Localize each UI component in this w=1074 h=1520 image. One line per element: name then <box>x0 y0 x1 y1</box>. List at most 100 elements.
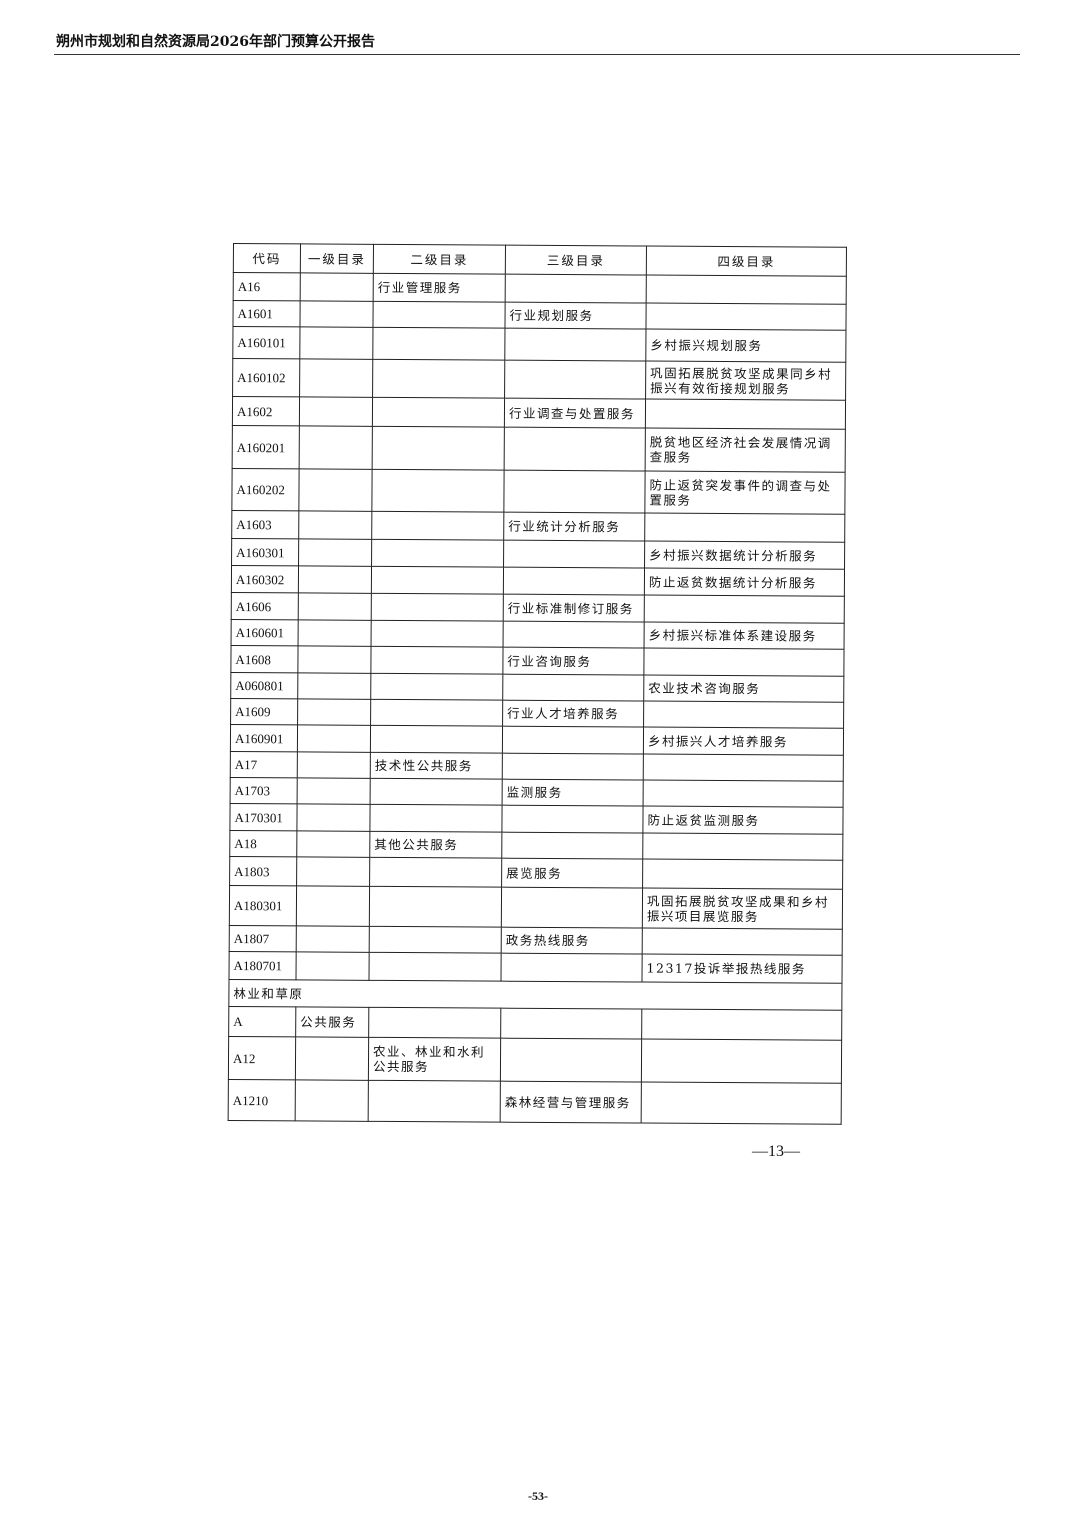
level3-cell: 政务热线服务 <box>501 927 643 955</box>
code-cell: A1210 <box>228 1079 296 1121</box>
level4-cell: 巩固拓展脱贫攻坚成果和乡村振兴项目展览服务 <box>642 888 843 930</box>
table-row: A1608 行业咨询服务 <box>230 645 845 677</box>
table-header-row: 代码 一级目录 二级目录 三级目录 四级目录 <box>233 243 847 277</box>
level1-cell <box>297 672 371 700</box>
table-row: A160102 巩固拓展脱贫攻坚成果同乡村振兴有效衔接规划服务 <box>232 358 846 401</box>
level1-cell <box>297 645 372 674</box>
level1-cell <box>298 538 372 567</box>
table-row: A1602 行业调查与处置服务 <box>232 396 846 430</box>
table-row: A1603 行业统计分析服务 <box>231 510 845 543</box>
code-cell: A160102 <box>232 358 300 397</box>
level2-cell <box>370 673 503 701</box>
level2-cell <box>368 952 502 982</box>
table-row: A170301 防止返贫监测服务 <box>229 803 844 835</box>
catalog-table: 代码 一级目录 二级目录 三级目录 四级目录 A16 行业管理服务 A1601 行业规… <box>228 243 847 1125</box>
level4-cell: 防止返贫突发事件的调查与处置服务 <box>644 471 846 515</box>
level4-cell <box>645 399 846 430</box>
level3-cell <box>504 328 646 362</box>
table-row: A160301 乡村振兴数据统计分析服务 <box>231 538 845 570</box>
level4-cell: 12317投诉举报热线服务 <box>641 954 843 984</box>
level3-cell <box>501 887 643 929</box>
level4-cell <box>643 648 845 677</box>
level1-cell <box>299 425 373 470</box>
level3-cell: 行业调查与处置服务 <box>504 398 646 429</box>
level1-cell: 公共服务 <box>295 1006 369 1038</box>
level2-cell <box>368 1007 501 1039</box>
level3-cell <box>501 832 643 860</box>
level4-cell <box>644 595 845 624</box>
level2-cell <box>371 511 504 541</box>
column-header-level1: 一级目录 <box>300 243 374 274</box>
table-row: A18 其他公共服务 <box>229 830 843 861</box>
level1-cell <box>300 272 374 302</box>
table-row: A 公共服务 <box>228 1006 842 1041</box>
level4-cell <box>642 833 843 861</box>
level3-cell: 森林经营与管理服务 <box>500 1081 642 1124</box>
level3-cell: 行业统计分析服务 <box>503 512 645 542</box>
code-cell: A160301 <box>231 538 299 566</box>
page-number: —13— <box>752 1143 800 1160</box>
code-cell: A060801 <box>230 672 298 699</box>
level3-cell <box>502 674 644 702</box>
code-cell: A160201 <box>232 425 300 469</box>
table-row: A1803 展览服务 <box>229 856 843 890</box>
level1-cell <box>298 565 372 594</box>
level3-cell <box>500 1038 642 1083</box>
folio-number: -53- <box>528 1489 548 1503</box>
level2-cell: 其他公共服务 <box>369 831 502 859</box>
level1-cell <box>297 777 371 805</box>
level4-cell <box>644 513 845 543</box>
table-row: A1210 森林经营与管理服务 <box>228 1079 842 1125</box>
code-cell: A1703 <box>230 777 298 804</box>
level2-cell <box>372 426 505 471</box>
code-cell: A160202 <box>231 468 300 511</box>
column-header-level4: 四级目录 <box>646 246 847 277</box>
table-row: A1703 监测服务 <box>230 777 844 808</box>
level2-cell <box>372 397 505 428</box>
column-header-level2: 二级目录 <box>373 244 506 275</box>
level1-cell <box>299 326 373 360</box>
level3-cell: 监测服务 <box>502 779 644 807</box>
code-cell: A1601 <box>232 300 301 327</box>
level2-cell <box>371 620 504 648</box>
level1-cell <box>297 751 371 779</box>
level2-cell <box>369 926 502 954</box>
code-cell: A180701 <box>229 951 297 980</box>
level1-cell <box>298 592 372 621</box>
level2-cell <box>372 327 505 361</box>
level4-cell <box>643 754 844 782</box>
level1-cell <box>296 885 370 927</box>
level3-cell <box>502 753 644 781</box>
code-cell: A160601 <box>231 619 299 646</box>
level2-cell <box>371 469 505 513</box>
table-row: A160901 乡村振兴人才培养服务 <box>230 724 844 756</box>
level1-cell <box>299 358 373 398</box>
level1-cell <box>299 300 374 328</box>
section-label: 林业和草原 <box>228 979 842 1011</box>
level3-cell <box>500 1008 642 1040</box>
code-cell: A180301 <box>229 885 297 926</box>
level3-cell: 行业规划服务 <box>504 302 647 330</box>
level3-cell: 行业人才培养服务 <box>502 700 644 728</box>
level4-cell <box>641 1039 842 1084</box>
column-header-code: 代码 <box>233 243 301 273</box>
level1-cell <box>296 925 370 953</box>
table-row: A160202 防止返贫突发事件的调查与处置服务 <box>231 468 846 515</box>
level4-cell <box>641 1082 842 1125</box>
level4-cell: 防止返贫监测服务 <box>642 806 844 835</box>
level3-cell <box>500 953 643 983</box>
level1-cell <box>296 856 370 887</box>
table-row: A160101 乡村振兴规划服务 <box>232 326 846 363</box>
level3-cell <box>505 274 647 304</box>
header-divider <box>54 54 1020 55</box>
code-cell: A160302 <box>231 565 299 593</box>
level2-cell <box>370 725 503 754</box>
code-cell: A160101 <box>232 326 300 359</box>
code-cell: A1807 <box>229 925 297 952</box>
column-header-level3: 三级目录 <box>505 245 647 276</box>
level4-cell <box>641 1009 842 1041</box>
level3-cell: 行业咨询服务 <box>502 647 645 676</box>
level1-cell <box>297 724 371 753</box>
level2-cell: 行业管理服务 <box>373 273 506 303</box>
code-cell: A16 <box>233 272 301 301</box>
